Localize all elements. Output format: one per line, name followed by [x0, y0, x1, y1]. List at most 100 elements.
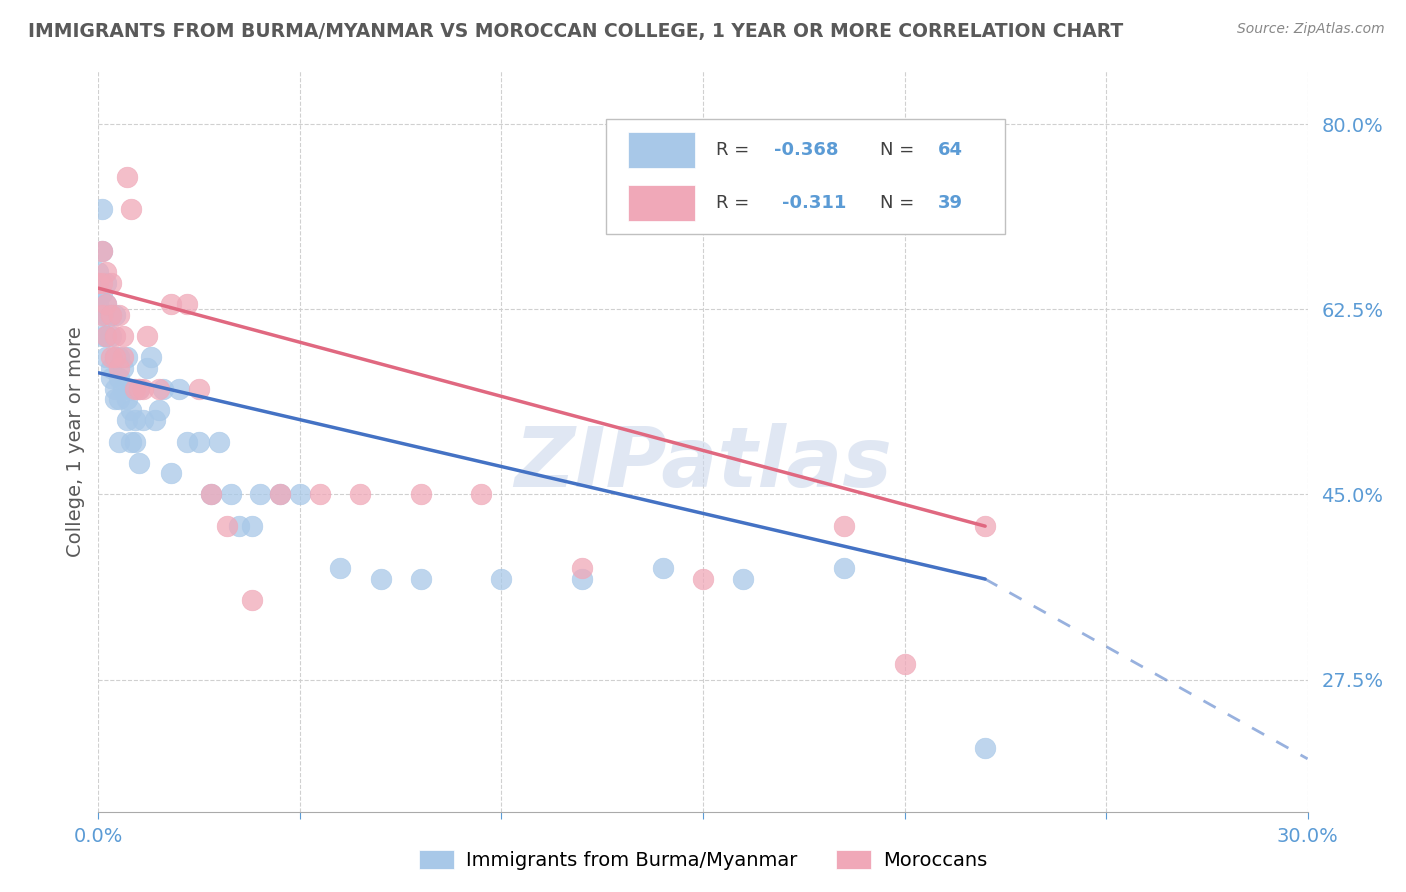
Point	[111, 360, 134, 375]
Point	[100, 371, 122, 385]
Point	[733, 572, 755, 586]
Point	[96, 308, 118, 322]
Point	[893, 657, 915, 671]
Point	[491, 572, 513, 586]
Point	[249, 487, 271, 501]
Point	[221, 487, 243, 501]
Text: -0.368: -0.368	[775, 141, 839, 159]
Point	[200, 487, 222, 501]
Point	[111, 350, 134, 364]
Point	[148, 402, 170, 417]
Point	[87, 297, 110, 311]
Point	[571, 572, 593, 586]
Point	[103, 392, 125, 407]
Point	[124, 413, 146, 427]
Point	[128, 382, 150, 396]
Point	[832, 519, 855, 533]
Point	[91, 276, 114, 290]
Point	[176, 434, 198, 449]
Point	[128, 382, 150, 396]
Text: N =: N =	[880, 194, 920, 212]
Point	[103, 350, 125, 364]
Point	[96, 328, 118, 343]
Point	[176, 297, 198, 311]
Point	[148, 382, 170, 396]
Point	[160, 467, 183, 481]
Text: R =: R =	[716, 141, 755, 159]
Point	[152, 382, 174, 396]
Point	[107, 371, 129, 385]
Point	[96, 297, 118, 311]
Text: IMMIGRANTS FROM BURMA/MYANMAR VS MOROCCAN COLLEGE, 1 YEAR OR MORE CORRELATION CH: IMMIGRANTS FROM BURMA/MYANMAR VS MOROCCA…	[28, 22, 1123, 41]
Point	[107, 434, 129, 449]
Text: R =: R =	[716, 194, 761, 212]
Point	[107, 350, 129, 364]
Point	[120, 202, 142, 216]
Text: -0.311: -0.311	[782, 194, 846, 212]
Point	[409, 572, 432, 586]
Point	[974, 741, 997, 756]
Text: N =: N =	[880, 141, 920, 159]
Point	[91, 328, 114, 343]
Point	[167, 382, 190, 396]
Point	[160, 297, 183, 311]
Point	[132, 382, 155, 396]
Point	[120, 402, 142, 417]
Point	[240, 519, 263, 533]
Point	[111, 382, 134, 396]
Text: Source: ZipAtlas.com: Source: ZipAtlas.com	[1237, 22, 1385, 37]
Point	[217, 519, 239, 533]
Bar	[628, 186, 695, 221]
Point	[115, 413, 138, 427]
Point	[228, 519, 250, 533]
Point	[96, 276, 118, 290]
Point	[288, 487, 311, 501]
Point	[124, 382, 146, 396]
Point	[200, 487, 222, 501]
Point	[91, 286, 114, 301]
Point	[120, 382, 142, 396]
Point	[100, 276, 122, 290]
Point	[103, 350, 125, 364]
Point	[309, 487, 332, 501]
Point	[107, 392, 129, 407]
Point	[100, 308, 122, 322]
Point	[100, 328, 122, 343]
Point	[135, 360, 157, 375]
Point	[115, 392, 138, 407]
Point	[124, 434, 146, 449]
Point	[120, 434, 142, 449]
Point	[349, 487, 371, 501]
Point	[370, 572, 392, 586]
Point	[132, 413, 155, 427]
Point	[409, 487, 432, 501]
Point	[832, 561, 855, 575]
Point	[103, 308, 125, 322]
Point	[143, 413, 166, 427]
Point	[96, 328, 118, 343]
Point	[107, 308, 129, 322]
Point	[91, 308, 114, 322]
Point	[100, 308, 122, 322]
Point	[91, 308, 114, 322]
Point	[470, 487, 492, 501]
Point	[974, 519, 997, 533]
Point	[100, 350, 122, 364]
Point	[188, 382, 211, 396]
Text: ZIPatlas: ZIPatlas	[515, 423, 891, 504]
Y-axis label: College, 1 year or more: College, 1 year or more	[66, 326, 84, 557]
Point	[208, 434, 231, 449]
Point	[91, 244, 114, 259]
Point	[329, 561, 352, 575]
Point	[103, 328, 125, 343]
Point	[188, 434, 211, 449]
Bar	[628, 132, 695, 168]
Point	[96, 265, 118, 279]
Point	[139, 350, 162, 364]
Point	[87, 265, 110, 279]
Point	[269, 487, 291, 501]
Point	[135, 328, 157, 343]
Point	[96, 328, 118, 343]
Point	[692, 572, 714, 586]
Point	[103, 382, 125, 396]
